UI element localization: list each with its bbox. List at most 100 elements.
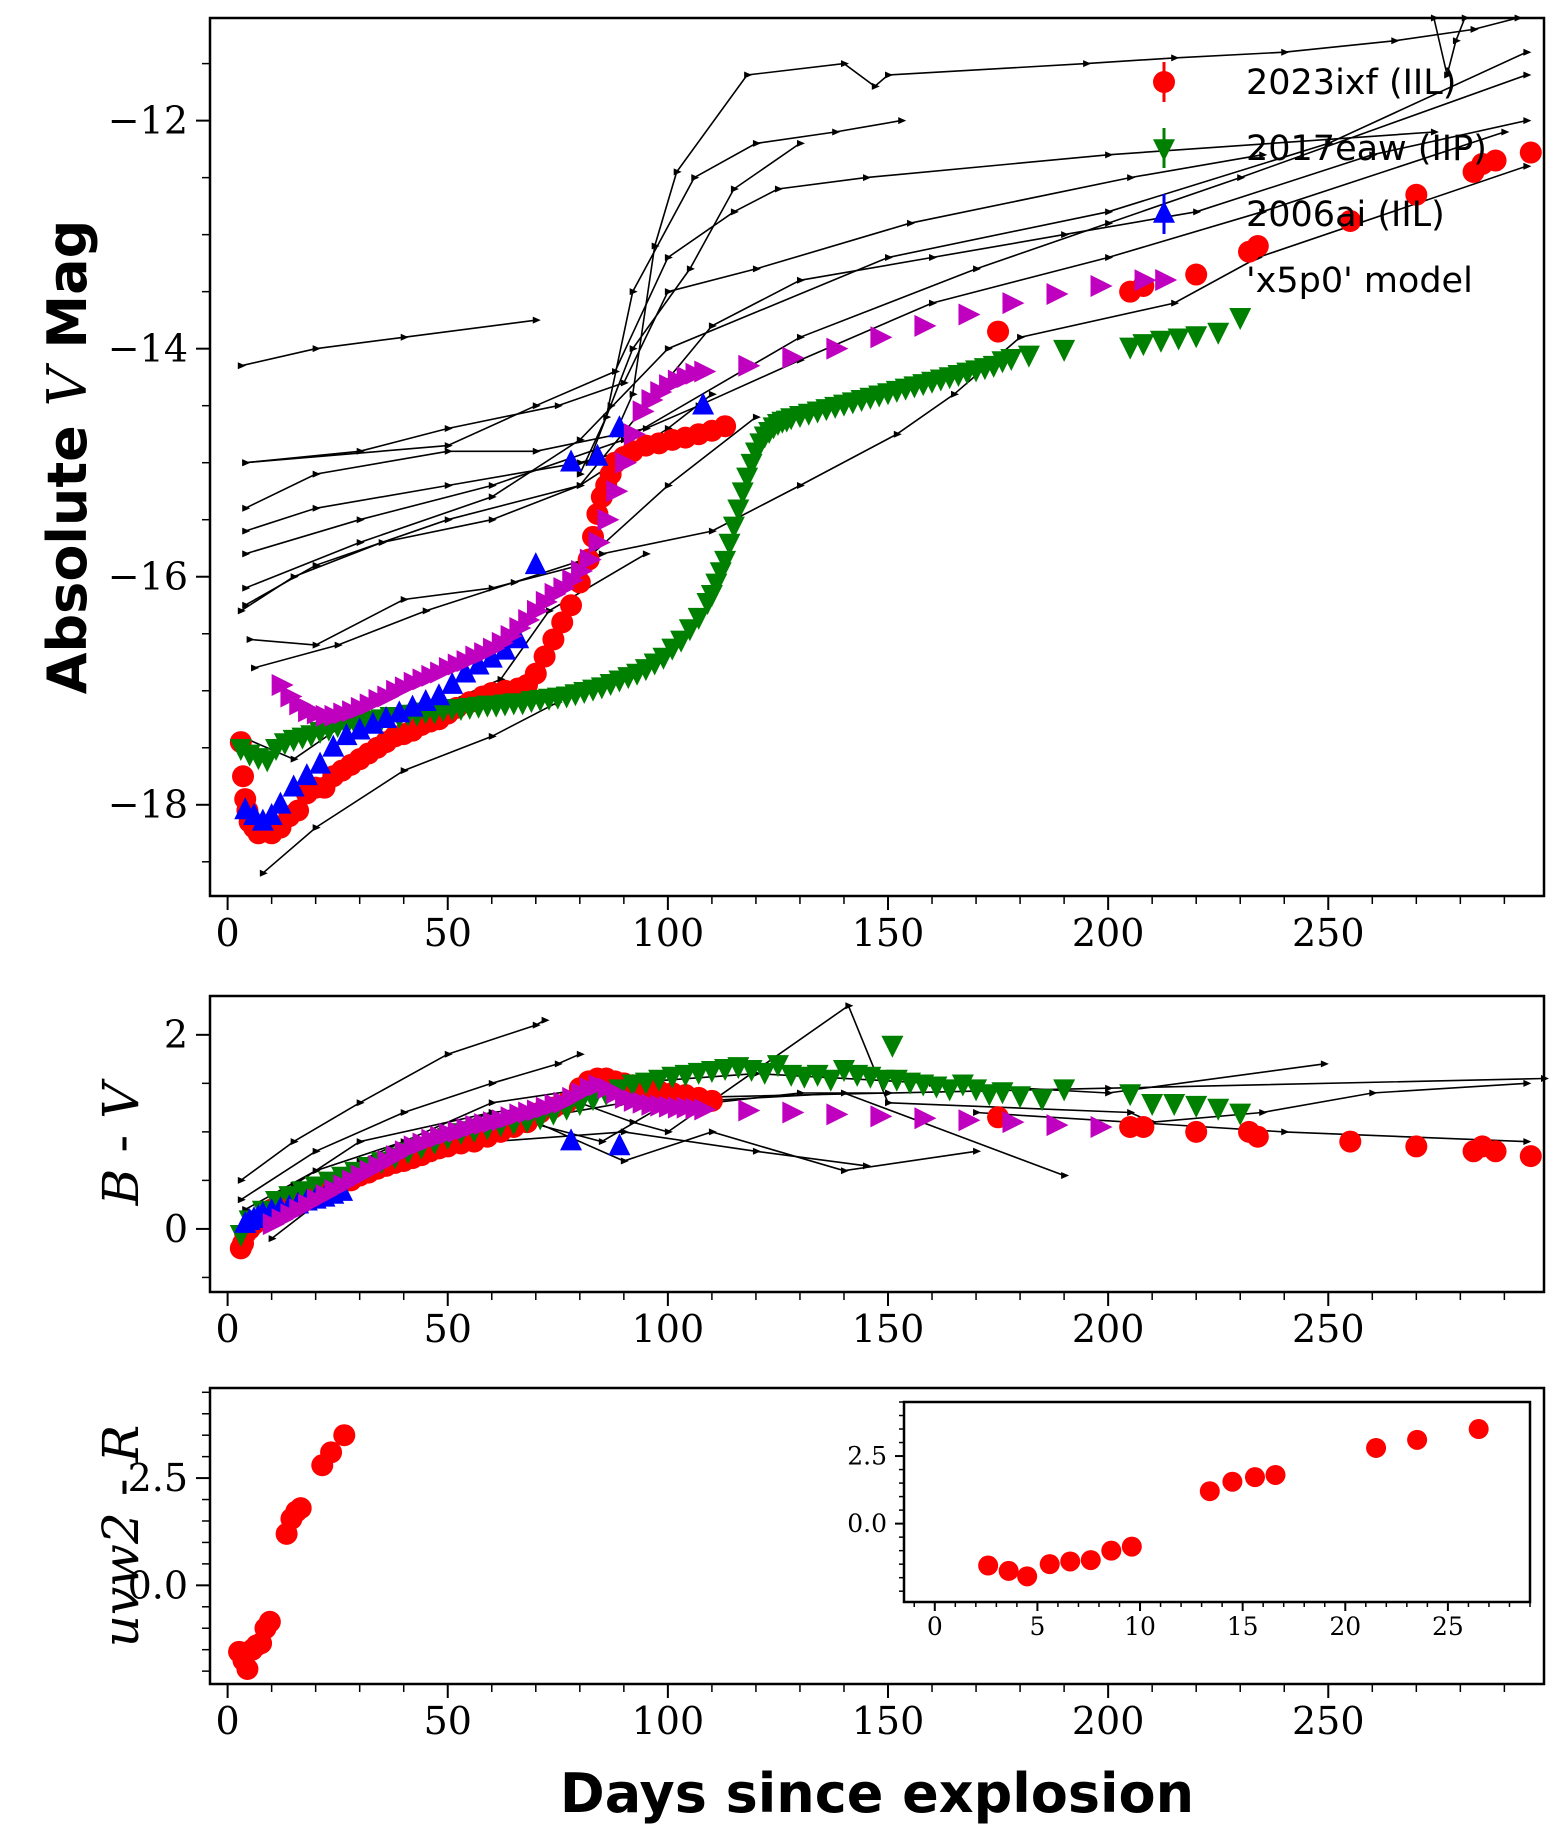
middle-sn2017eaw-point (661, 1066, 684, 1089)
inset-axis-ticks: 0 5 10 15 20 25 0.0 2.5 (847, 1401, 1531, 1641)
middle-comparison-point (237, 1176, 246, 1184)
middle-comparison-point (356, 1099, 365, 1107)
top-comparison-point (951, 390, 960, 398)
middle-axis-ticks: 0 50 100 150 200 250 0 2 (164, 1013, 1506, 1351)
top-comparison-point (334, 641, 343, 649)
top-comparison-point (1523, 117, 1532, 125)
top-comparison-point (1444, 71, 1453, 79)
top-comparison-point (444, 482, 453, 490)
middle-plot-frame (208, 994, 1546, 1294)
top-comparison-point (871, 82, 880, 90)
middle-comparison-point (840, 1167, 849, 1175)
y-tick-label: −18 (108, 783, 188, 827)
middle-sn2017eaw-point (991, 1082, 1014, 1105)
top-model-point (271, 674, 294, 697)
top-sn2017eaw-point (256, 750, 279, 773)
top-comparison-curve-15 (614, 17, 1518, 435)
top-comparison-point (1127, 174, 1136, 182)
top-sn2006ai-point (560, 449, 583, 472)
bottom-data-series (228, 1424, 356, 1680)
x-tick-label: 5 (1029, 1612, 1045, 1641)
top-comparison-point (488, 516, 497, 524)
top-comparison-point (400, 596, 409, 604)
bottom-ylabel-uvw2: uvw2 (92, 1512, 150, 1647)
middle-comparison-point (1259, 1108, 1268, 1116)
top-comparison-point (1061, 231, 1070, 239)
x-tick-label: 100 (632, 1307, 705, 1351)
top-sn2006ai-point (295, 763, 318, 786)
top-model-point (870, 326, 893, 349)
top-comparison-point (290, 755, 299, 763)
y-tick-label: 2.5 (847, 1442, 887, 1471)
middle-comparison-point (268, 1235, 277, 1243)
middle-comparison-point (885, 1099, 894, 1107)
top-sn2017eaw-point (1149, 330, 1172, 353)
top-comparison-point (840, 60, 849, 68)
top-sn2023ixf-point (1246, 235, 1269, 258)
middle-model-point (694, 1098, 717, 1121)
inset-sn2023ixf-point (1407, 1429, 1428, 1450)
top-sn2006ai-point (260, 802, 283, 825)
legend-label-sn2006ai: 2006ai (IIL) (1246, 195, 1445, 235)
top-comparison-point (242, 550, 251, 558)
inset-sn2023ixf-point (1039, 1554, 1060, 1575)
x-tick-label: 50 (424, 1307, 472, 1351)
top-comparison-point (1452, 37, 1461, 45)
top-ylabel-suffix: Mag (36, 220, 99, 368)
middle-sn2006ai-point (560, 1128, 583, 1151)
y-tick-label: −16 (108, 555, 188, 599)
middle-comparison-point (1369, 1089, 1378, 1097)
top-comparison-point (488, 482, 497, 490)
top-sn2017eaw-point (1132, 334, 1155, 357)
top-comparison-point (1105, 151, 1114, 159)
middle-comparison-point (1523, 1079, 1532, 1087)
top-comparison-point (1430, 128, 1439, 136)
x-tick-label: 200 (1072, 1307, 1145, 1351)
inset-sn2023ixf-point (1468, 1419, 1489, 1440)
top-sn2023ixf-point (524, 662, 547, 685)
top-comparison-point (691, 174, 700, 182)
middle-comparison-point (532, 1021, 541, 1029)
middle-comparison-point (620, 1157, 629, 1165)
middle-comparison-point (1105, 1089, 1114, 1097)
middle-ylabel-b: B (92, 1169, 150, 1207)
top-comparison-point (576, 470, 585, 478)
top-comparison-point (664, 345, 673, 353)
middle-comparison-point (1320, 1060, 1329, 1068)
x-tick-label: 50 (424, 1699, 472, 1743)
middle-ylabel-dash: - (92, 1119, 150, 1169)
top-comparison-curve-16 (1433, 17, 1466, 76)
top-comparison-point (898, 117, 907, 125)
top-sn2006ai-point (375, 706, 398, 729)
middle-model-point (1046, 1114, 1069, 1137)
top-model-point (1046, 282, 1069, 305)
middle-ylabel-v: V (92, 1078, 150, 1119)
top-sn2006ai-point (251, 808, 274, 831)
middle-model-point (782, 1101, 805, 1124)
x-tick-label: 0 (216, 1307, 240, 1351)
x-tick-label: 20 (1329, 1612, 1361, 1641)
top-comparison-point (356, 539, 365, 547)
top-comparison-point (488, 732, 497, 740)
top-sn2023ixf-point (1484, 149, 1507, 172)
middle-sn2023ixf-point (1339, 1130, 1362, 1153)
top-comparison-point (744, 71, 753, 79)
middle-ylabel: B - V (92, 1078, 150, 1207)
middle-sn2017eaw-point (766, 1055, 789, 1078)
middle-sn2017eaw-point (938, 1079, 961, 1102)
legend-label-sn2023ixf: 2023ixf (IIL) (1246, 63, 1456, 103)
top-sn2017eaw-point (731, 482, 754, 505)
inset-sn2023ixf-point (1017, 1566, 1038, 1587)
top-comparison-point (400, 767, 409, 775)
top-comparison-point (444, 516, 453, 524)
x-tick-label: 150 (852, 911, 925, 955)
inset-sn2023ixf-point (1080, 1550, 1101, 1571)
top-comparison-point (242, 527, 251, 535)
middle-model-point (1002, 1111, 1025, 1134)
x-tick-label: 25 (1432, 1612, 1464, 1641)
middle-sn2023ixf-point (1132, 1116, 1155, 1139)
top-sn2017eaw-point (714, 550, 737, 573)
top-comparison-point (242, 601, 251, 609)
